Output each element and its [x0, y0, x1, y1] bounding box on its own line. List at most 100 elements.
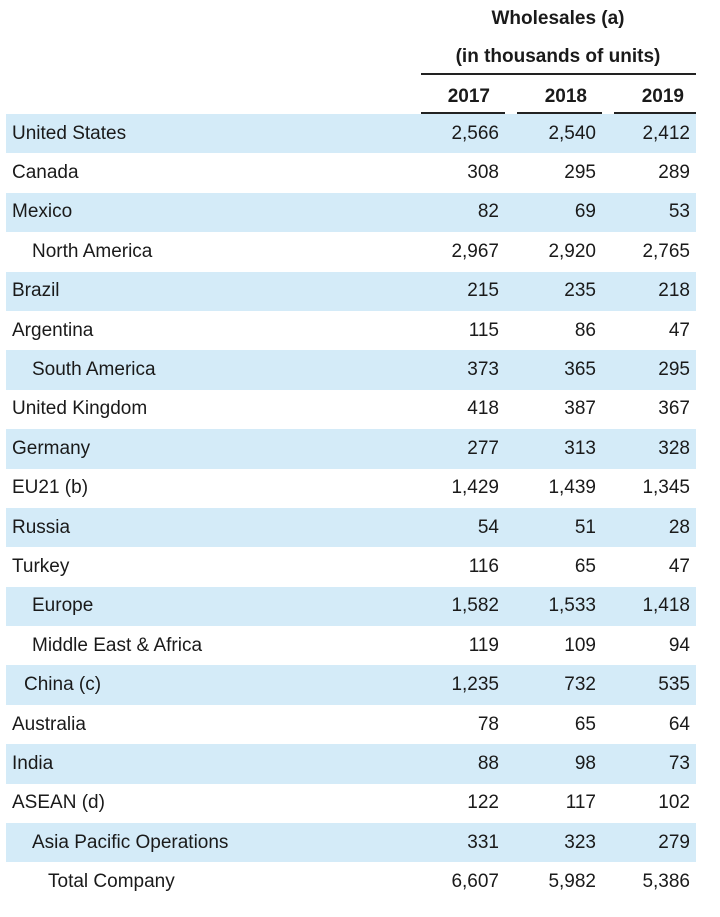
value-2019: 53: [602, 192, 696, 233]
year-2017-divider: [421, 112, 505, 114]
year-header-row: 2017 2018 2019: [0, 84, 720, 114]
value-2017: 122: [467, 792, 499, 814]
value-2018: 1,533: [505, 586, 602, 627]
value-2018: 2,920: [548, 240, 596, 262]
row-label: United Kingdom: [12, 398, 148, 420]
table-row: ASEAN (d) 122 117 102: [6, 784, 696, 823]
value-2019: 73: [602, 744, 696, 784]
value-2017: 215: [408, 271, 505, 311]
value-2019: 295: [602, 350, 696, 390]
value-2019: 28: [602, 507, 696, 548]
value-2019: 47: [668, 319, 690, 341]
value-2017: 115: [468, 319, 499, 341]
row-label: Middle East & Africa: [32, 634, 203, 656]
value-2019: 1,418: [602, 586, 696, 627]
row-label: North America: [32, 240, 153, 262]
value-2017: 78: [477, 713, 499, 735]
value-2019: 2,765: [642, 240, 690, 262]
value-2019: 328: [602, 429, 696, 469]
table-subtitle: (in thousands of units): [455, 46, 661, 67]
table-row: China (c) 1,235 732 535: [6, 665, 696, 705]
value-2017: 119: [468, 634, 499, 656]
row-label: ASEAN (d): [12, 792, 105, 814]
row-label: Argentina: [12, 319, 94, 341]
value-2018: 65: [574, 555, 596, 577]
table-row: Total Company 6,607 5,982 5,386: [6, 862, 696, 901]
value-2017: 373: [408, 350, 505, 390]
value-2018: 109: [564, 634, 596, 656]
value-2017: 2,566: [408, 114, 505, 154]
year-2017-header: 2017: [447, 86, 490, 107]
value-2017: 1,235: [408, 665, 505, 705]
value-2017: 331: [408, 823, 505, 863]
value-2019: 47: [668, 555, 690, 577]
value-2018: 65: [574, 713, 596, 735]
row-label: Germany: [6, 429, 408, 469]
value-2019: 535: [602, 665, 696, 705]
value-2018: 5,982: [548, 871, 596, 893]
table-row: North America 2,967 2,920 2,765: [6, 232, 696, 271]
value-2019: 102: [658, 792, 690, 814]
table-row: United States 2,566 2,540 2,412: [6, 114, 696, 154]
value-2017: 308: [467, 162, 499, 184]
year-2018-divider: [517, 112, 602, 114]
value-2019: 289: [658, 162, 690, 184]
value-2017: 82: [408, 192, 505, 233]
value-2018: 387: [564, 398, 596, 420]
value-2018: 1,439: [548, 477, 596, 499]
row-label: Turkey: [12, 555, 70, 577]
table-row: India 88 98 73: [6, 744, 696, 784]
table-row: Russia 54 51 28: [6, 507, 696, 548]
table-row: Germany 277 313 328: [6, 429, 696, 469]
value-2019: 94: [668, 634, 690, 656]
year-2018-header: 2018: [544, 86, 587, 107]
row-label: India: [6, 744, 408, 784]
value-2018: 295: [564, 162, 596, 184]
table-row: Brazil 215 235 218: [6, 271, 696, 311]
wholesales-table: United States 2,566 2,540 2,412 Canada 3…: [6, 114, 696, 902]
value-2017: 6,607: [451, 871, 499, 893]
table-row: Australia 78 65 64: [6, 705, 696, 744]
value-2017: 418: [467, 398, 499, 420]
table-row: Canada 308 295 289: [6, 153, 696, 192]
row-label: Asia Pacific Operations: [6, 823, 408, 863]
row-label: United States: [6, 114, 408, 154]
value-2018: 117: [565, 792, 596, 814]
table-row: Mexico 82 69 53: [6, 192, 696, 233]
table-row: Middle East & Africa 119 109 94: [6, 626, 696, 665]
table-title: Wholesales (a): [491, 8, 625, 29]
year-2019-divider: [614, 112, 696, 114]
value-2017: 1,429: [451, 477, 499, 499]
value-2018: 732: [505, 665, 602, 705]
value-2017: 277: [408, 429, 505, 469]
row-label: Russia: [6, 507, 408, 548]
table-row: Asia Pacific Operations 331 323 279: [6, 823, 696, 863]
row-label: Total Company: [48, 871, 175, 893]
value-2018: 365: [505, 350, 602, 390]
value-2018: 98: [505, 744, 602, 784]
row-label: Canada: [12, 162, 79, 184]
value-2017: 116: [468, 555, 499, 577]
value-2019: 2,412: [602, 114, 696, 154]
value-2019: 279: [602, 823, 696, 863]
value-2019: 5,386: [642, 871, 690, 893]
value-2018: 69: [505, 192, 602, 233]
table-row: Europe 1,582 1,533 1,418: [6, 586, 696, 627]
table-row: Turkey 116 65 47: [6, 547, 696, 586]
row-label: Mexico: [6, 192, 408, 233]
value-2017: 1,582: [408, 586, 505, 627]
value-2018: 86: [574, 319, 596, 341]
value-2019: 1,345: [642, 477, 690, 499]
value-2017: 54: [408, 507, 505, 548]
value-2019: 367: [658, 398, 690, 420]
table-row: United Kingdom 418 387 367: [6, 390, 696, 429]
value-2017: 88: [408, 744, 505, 784]
table-row: Argentina 115 86 47: [6, 311, 696, 350]
value-2018: 313: [505, 429, 602, 469]
row-label: Europe: [6, 586, 408, 627]
value-2018: 2,540: [505, 114, 602, 154]
year-2019-header: 2019: [641, 86, 684, 107]
row-label: Australia: [12, 713, 86, 735]
header-divider: [421, 73, 696, 75]
value-2019: 218: [602, 271, 696, 311]
